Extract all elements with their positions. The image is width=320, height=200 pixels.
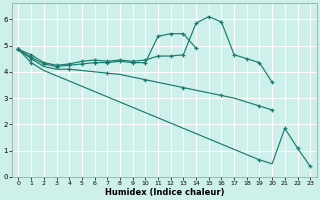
X-axis label: Humidex (Indice chaleur): Humidex (Indice chaleur): [105, 188, 224, 197]
